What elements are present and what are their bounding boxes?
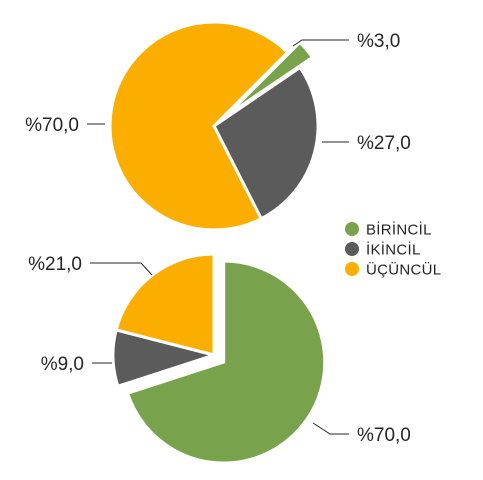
pie-top-slice-ikincil xyxy=(212,65,320,221)
pie-bottom-data-label-ucuncul: %21,0 xyxy=(28,254,82,275)
pie-bottom-data-label-ikincil: %9,0 xyxy=(41,354,84,375)
pie-top-leader-line-birincil xyxy=(292,39,349,47)
pie-bottom-slice-ucuncul xyxy=(114,252,216,357)
legend-label-birincil: BİRİNCİL xyxy=(366,221,432,239)
pie-chart-bottom: %70,0 %9,0 %21,0 xyxy=(28,252,411,465)
pie-bottom-slice-birincil xyxy=(125,259,327,465)
legend-swatch-birincil xyxy=(345,222,359,236)
legend-swatch-ucuncul xyxy=(345,262,359,276)
pie-top-data-label-birincil: %3,0 xyxy=(357,31,400,52)
legend-label-ucuncul: ÜÇÜNCÜL xyxy=(366,261,441,279)
pie-top-data-label-ikincil: %27,0 xyxy=(357,133,411,154)
pie-top-slice-ucuncul xyxy=(108,20,290,232)
pie-bottom-leader-line-birincil xyxy=(312,422,349,435)
pie-chart-top: %3,0 %27,0 %70,0 xyxy=(25,20,411,232)
pie-top-slice-birincil xyxy=(225,40,315,118)
legend-swatch-ikincil xyxy=(345,242,359,256)
pie-bottom-data-label-birincil: %70,0 xyxy=(357,425,411,446)
legend-label-ikincil: İKİNCİL xyxy=(366,241,421,259)
chart-legend: BİRİNCİL İKİNCİL ÜÇÜNCÜL xyxy=(345,221,441,279)
pie-bottom-leader-line-ucuncul xyxy=(90,262,153,276)
pie-top-data-label-ucuncul: %70,0 xyxy=(25,115,79,136)
